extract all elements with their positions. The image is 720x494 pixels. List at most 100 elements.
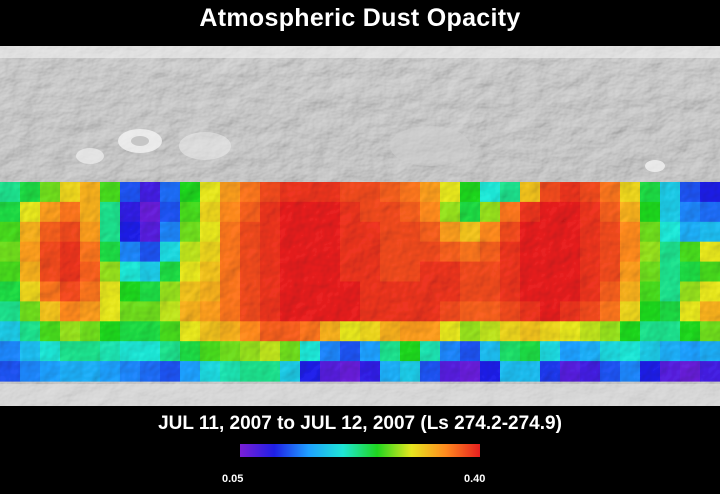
opacity-cell [340,241,361,263]
opacity-cell [360,201,381,223]
opacity-cell [300,201,321,223]
opacity-cell [380,201,401,223]
opacity-cell [180,361,201,382]
opacity-cell [200,241,221,263]
opacity-cell [600,241,621,263]
opacity-cell [220,361,241,382]
opacity-cell [660,221,681,243]
opacity-cell [640,321,661,342]
opacity-cell [360,321,381,342]
opacity-cell [20,182,41,203]
opacity-cell [20,321,41,342]
opacity-cell [600,182,621,203]
opacity-cell [60,182,81,203]
opacity-cell [480,182,501,203]
opacity-cell [160,201,181,223]
opacity-cell [20,201,41,223]
opacity-cell [240,241,261,263]
opacity-cell [80,341,101,362]
opacity-cell [240,201,261,223]
opacity-cell [320,241,341,263]
opacity-cell [200,182,221,203]
opacity-cell [200,301,221,322]
opacity-cell [120,341,141,362]
opacity-cell [360,261,381,283]
opacity-cell [440,201,461,223]
opacity-cell [180,301,201,322]
opacity-cell [500,361,521,382]
opacity-cell [20,341,41,362]
opacity-cell [500,261,521,283]
opacity-cell [520,261,541,283]
opacity-cell [20,361,41,382]
opacity-cell [400,182,421,203]
opacity-cell [460,341,481,362]
opacity-cell [200,281,221,302]
opacity-cell [0,361,21,382]
opacity-cell [320,361,341,382]
opacity-cell [380,261,401,283]
opacity-cell [340,201,361,223]
opacity-cell [380,221,401,243]
dust-opacity-overlay [0,182,720,382]
opacity-cell [100,221,121,243]
opacity-cell [260,261,281,283]
opacity-cell [580,221,601,243]
opacity-cell [660,281,681,302]
opacity-cell [240,301,261,322]
opacity-cell [460,301,481,322]
opacity-cell [580,301,601,322]
opacity-cell [320,301,341,322]
opacity-cell [400,321,421,342]
opacity-cell [460,221,481,243]
opacity-cell [400,301,421,322]
opacity-cell [100,361,121,382]
opacity-cell [80,182,101,203]
opacity-cell [620,221,641,243]
opacity-cell [280,221,301,243]
opacity-cell [600,361,621,382]
opacity-cell [700,261,720,283]
opacity-cell [640,301,661,322]
opacity-cell [380,301,401,322]
opacity-cell [620,341,641,362]
opacity-cell [640,241,661,263]
opacity-cell [380,241,401,263]
opacity-cell [40,221,61,243]
opacity-cell [360,182,381,203]
opacity-cell [300,221,321,243]
opacity-cell [540,341,561,362]
opacity-cell [440,321,461,342]
opacity-cell [500,301,521,322]
opacity-cell [0,221,21,243]
opacity-cell [620,241,641,263]
opacity-cell [580,182,601,203]
opacity-cell [680,241,701,263]
opacity-cell [240,321,261,342]
opacity-cell [420,361,441,382]
opacity-cell [280,361,301,382]
opacity-cell [420,321,441,342]
opacity-cell [620,182,641,203]
opacity-cell [700,281,720,302]
opacity-cell [560,201,581,223]
opacity-cell [180,341,201,362]
opacity-cell [160,361,181,382]
opacity-cell [700,321,720,342]
opacity-cell [80,361,101,382]
opacity-cell [120,281,141,302]
opacity-cell [460,361,481,382]
opacity-cell [300,261,321,283]
opacity-cell [80,221,101,243]
opacity-cell [480,201,501,223]
opacity-cell [120,201,141,223]
opacity-cell [540,201,561,223]
opacity-cell [660,201,681,223]
opacity-cell [500,281,521,302]
opacity-cell [80,261,101,283]
opacity-cell [180,241,201,263]
opacity-cell [60,261,81,283]
opacity-cell [360,241,381,263]
opacity-cell [600,201,621,223]
opacity-cell [40,281,61,302]
